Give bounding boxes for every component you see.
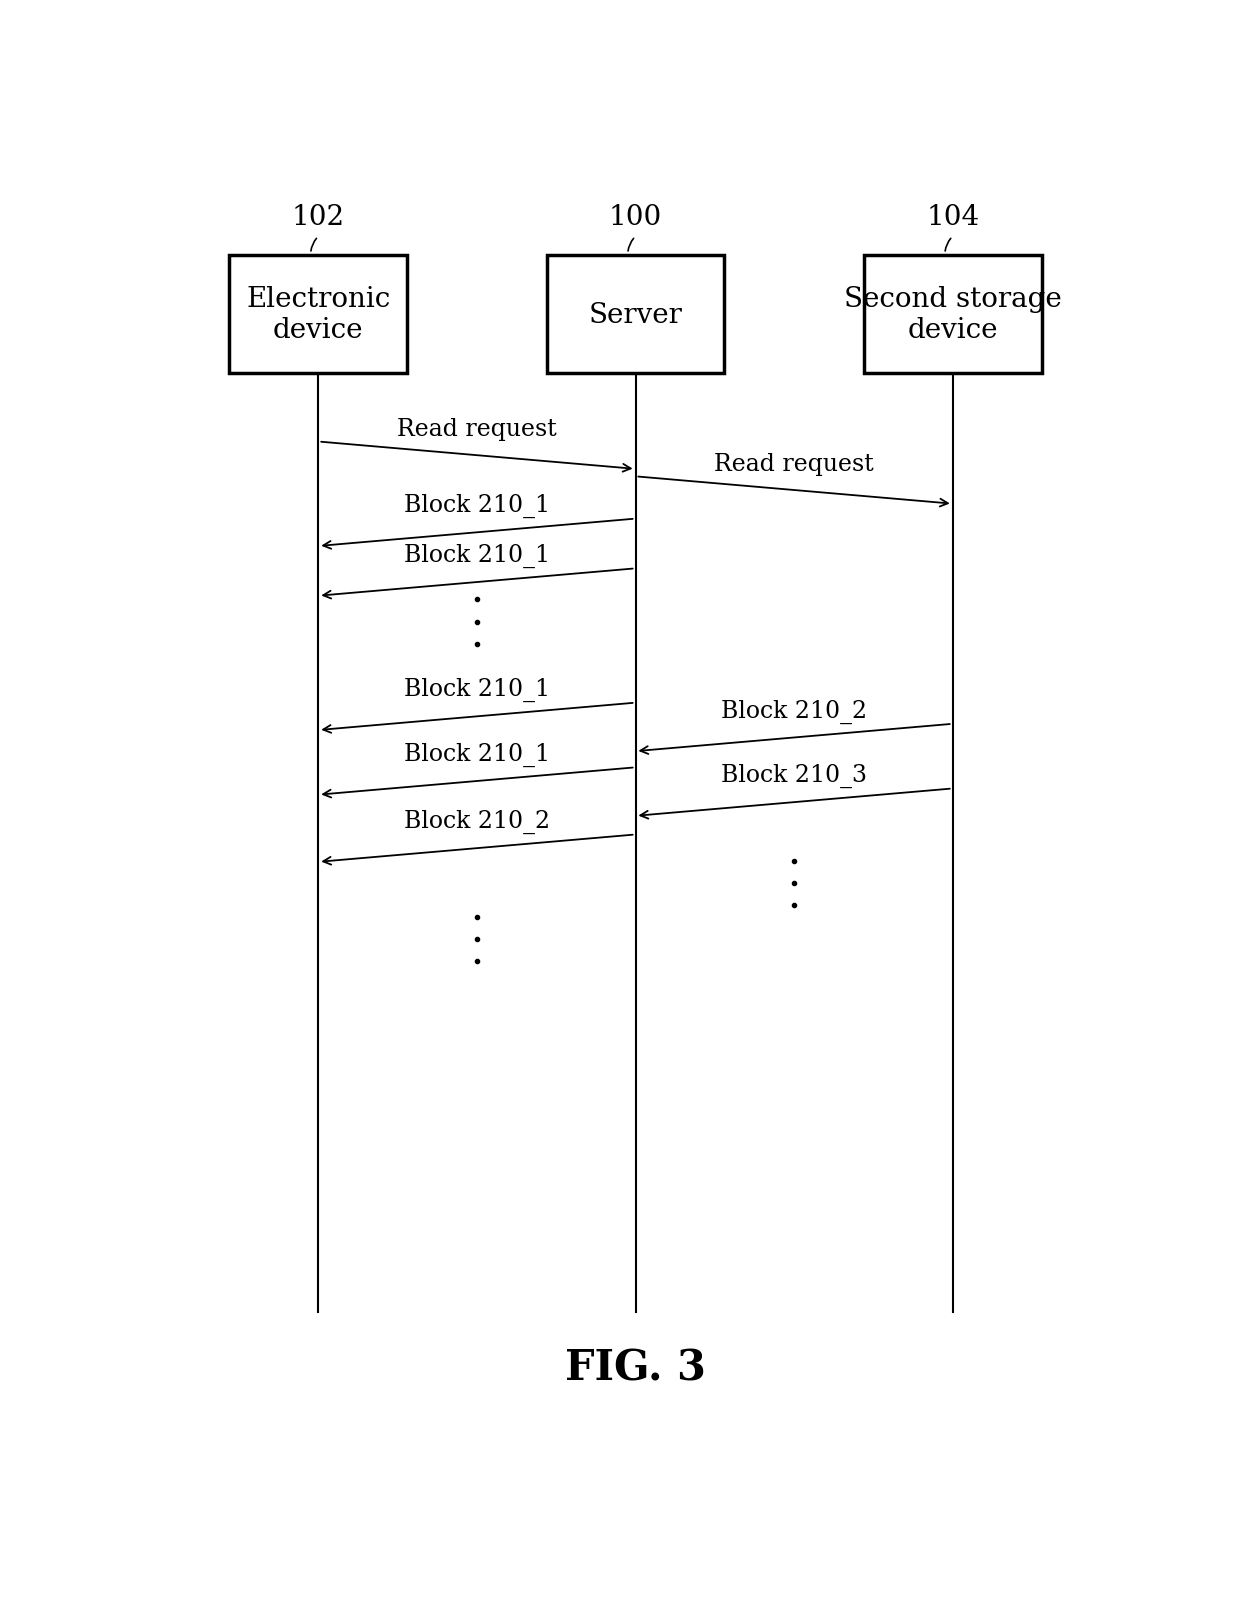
Text: 104: 104 bbox=[926, 203, 980, 231]
Text: Electronic
device: Electronic device bbox=[247, 286, 391, 344]
Text: FIG. 3: FIG. 3 bbox=[565, 1348, 706, 1390]
Text: Block 210_3: Block 210_3 bbox=[722, 763, 867, 788]
Text: Read request: Read request bbox=[714, 454, 874, 476]
Text: 102: 102 bbox=[291, 203, 345, 231]
FancyBboxPatch shape bbox=[864, 257, 1042, 374]
Text: 100: 100 bbox=[609, 203, 662, 231]
FancyBboxPatch shape bbox=[547, 257, 724, 374]
Text: Block 210_2: Block 210_2 bbox=[404, 810, 551, 834]
Text: Block 210_1: Block 210_1 bbox=[404, 678, 551, 702]
Text: Second storage
device: Second storage device bbox=[843, 286, 1061, 344]
FancyBboxPatch shape bbox=[229, 257, 407, 374]
Text: Block 210_2: Block 210_2 bbox=[720, 699, 867, 723]
Text: Server: Server bbox=[589, 302, 682, 328]
Text: Block 210_1: Block 210_1 bbox=[404, 494, 551, 518]
Text: Read request: Read request bbox=[397, 418, 557, 441]
Text: Block 210_1: Block 210_1 bbox=[404, 742, 551, 767]
Text: Block 210_1: Block 210_1 bbox=[404, 544, 551, 568]
